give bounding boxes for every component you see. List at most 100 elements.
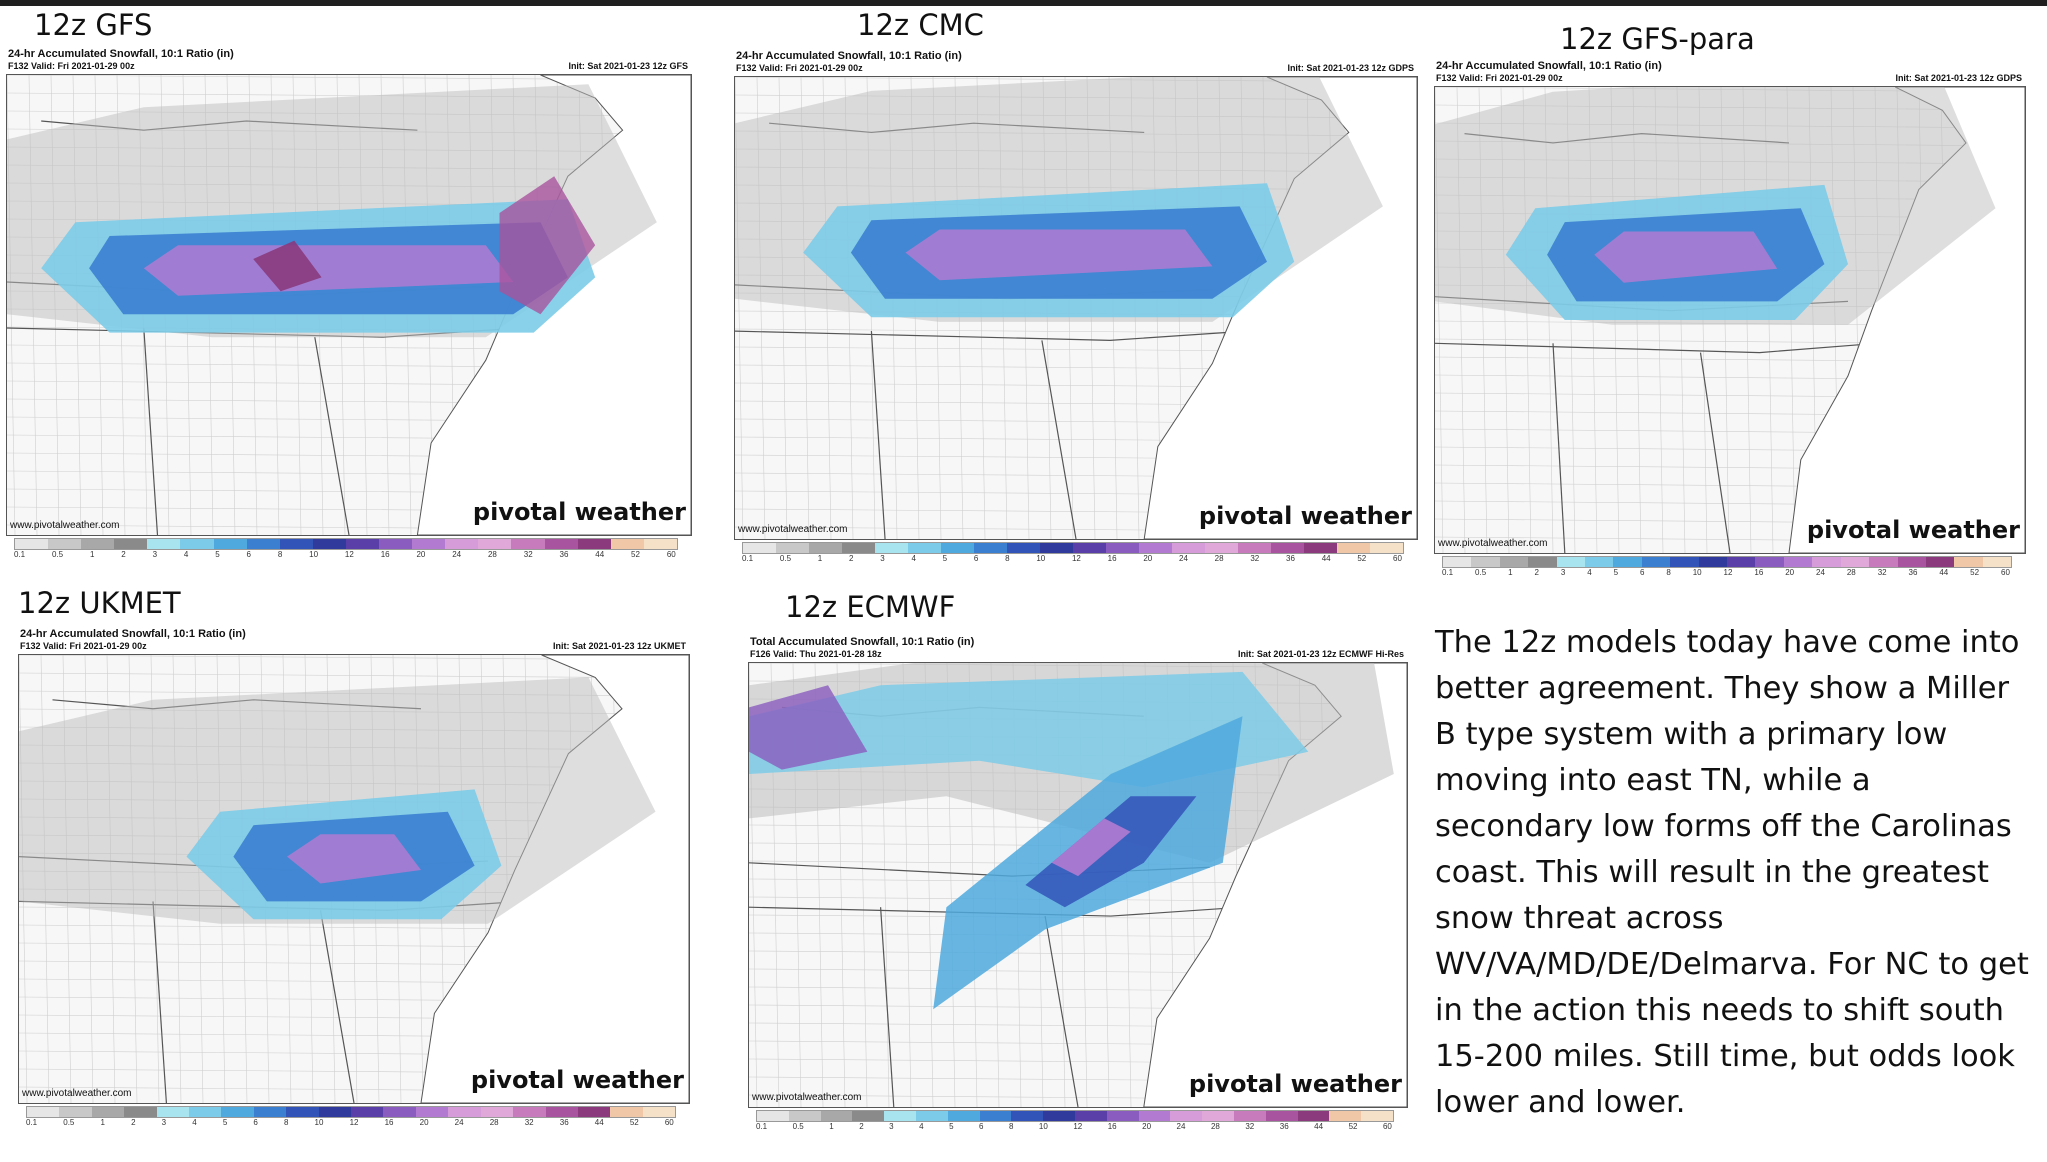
colorbar-tick-label: 5 — [942, 554, 948, 563]
pivotal-weather-logo: pivotal weather — [1198, 502, 1412, 530]
colorbar-swatch — [1585, 557, 1614, 567]
panel-title-gfs-para: 12z GFS-para — [1560, 22, 1755, 56]
panel-title-ecmwf: 12z ECMWF — [785, 590, 956, 624]
colorbar-swatch — [351, 1107, 384, 1117]
panel-title-cmc: 12z CMC — [857, 8, 984, 42]
colorbar-tick-label: 28 — [489, 1118, 499, 1127]
map-init-time: Init: Sat 2021-01-23 12z GDPS — [1287, 63, 1414, 73]
map-valid-time: F126 Valid: Thu 2021-01-28 18z — [750, 649, 882, 659]
colorbar-tick-label: 32 — [1245, 1122, 1255, 1131]
map-graphic — [19, 655, 689, 1103]
colorbar-tick-label: 0.5 — [792, 1122, 804, 1131]
colorbar-swatch — [1641, 557, 1671, 567]
colorbar-tick-label: 16 — [1754, 568, 1764, 577]
snowfall-map — [18, 654, 690, 1104]
colorbar-tick-label: 6 — [253, 1118, 258, 1127]
map-graphic — [749, 663, 1407, 1107]
colorbar-swatch — [842, 543, 875, 553]
colorbar-tick-label: 16 — [1107, 554, 1117, 563]
colorbar-swatch — [642, 1107, 676, 1117]
source-url: www.pivotalweather.com — [10, 520, 120, 531]
colorbar-tick-label: 3 — [889, 1122, 894, 1131]
colorbar-tick-label: 1 — [829, 1122, 834, 1131]
map-valid-time: F132 Valid: Fri 2021-01-29 00z — [736, 63, 863, 73]
map-init-time: Init: Sat 2021-01-23 12z ECMWF Hi-Res — [1237, 649, 1404, 659]
colorbar — [14, 538, 678, 550]
colorbar-tick-label: 2 — [1534, 568, 1539, 577]
colorbar-ticks: 0.1 0.5 1 2 3 4 5 6 8 10 12 16 20 24 28 32 36 44 52 60 — [26, 1118, 674, 1127]
colorbar-tick-label: 52 — [629, 1118, 639, 1127]
colorbar — [1442, 556, 2012, 568]
colorbar-tick-label: 20 — [1143, 554, 1153, 563]
pivotal-weather-logo: pivotal weather — [1806, 516, 2020, 544]
colorbar-swatch — [610, 539, 644, 549]
colorbar-swatch — [1727, 557, 1756, 567]
colorbar-swatch — [1106, 1111, 1139, 1121]
source-url: www.pivotalweather.com — [752, 1092, 862, 1103]
colorbar-swatch — [1233, 1111, 1266, 1121]
colorbar-swatch — [253, 1107, 287, 1117]
colorbar-tick-label: 24 — [1176, 1122, 1186, 1131]
colorbar-tick-label: 52 — [1348, 1122, 1358, 1131]
colorbar-tick-label: 3 — [880, 554, 885, 563]
colorbar-tick-label: 12 — [1723, 568, 1733, 577]
colorbar-swatch — [577, 539, 611, 549]
map-init-time: Init: Sat 2021-01-23 12z GFS — [568, 61, 688, 71]
colorbar-swatch — [1138, 1111, 1171, 1121]
map-graphic — [7, 75, 691, 535]
colorbar-tick-label: 32 — [523, 550, 533, 559]
colorbar-tick-label: 4 — [911, 554, 916, 563]
colorbar-swatch — [1106, 543, 1139, 553]
colorbar-tick-label: 2 — [131, 1118, 136, 1127]
colorbar-swatch — [1812, 557, 1841, 567]
colorbar-tick-label: 6 — [973, 554, 979, 563]
colorbar-swatch — [114, 539, 148, 549]
top-border — [0, 0, 2047, 6]
map-panel-gfs: 24-hr Accumulated Snowfall, 10:1 Ratio (… — [6, 48, 692, 570]
colorbar-swatch — [415, 1107, 449, 1117]
map-panel-cmc: 24-hr Accumulated Snowfall, 10:1 Ratio (… — [734, 50, 1418, 578]
colorbar-swatch — [852, 1111, 885, 1121]
pivotal-weather-logo: pivotal weather — [472, 498, 686, 526]
colorbar-tick-label: 2 — [859, 1122, 864, 1131]
colorbar-tick-label: 12 — [349, 1118, 359, 1127]
colorbar-tick-label: 2 — [849, 554, 854, 563]
forecast-discussion-text: The 12z models today have come into bett… — [1435, 625, 2029, 1120]
colorbar-swatch — [1528, 557, 1557, 567]
colorbar-tick-label: 6 — [246, 550, 251, 559]
colorbar-ticks: 0.1 0.5 1 2 3 4 5 6 8 10 12 16 20 24 28 32 36 44 52 60 — [1442, 568, 2010, 577]
colorbar-tick-label: 24 — [452, 550, 462, 559]
map-header-title: 24-hr Accumulated Snowfall, 10:1 Ratio (… — [20, 628, 246, 640]
colorbar-swatch — [511, 539, 545, 549]
colorbar-tick-label: 32 — [1250, 554, 1260, 563]
colorbar-tick-label: 28 — [487, 550, 497, 559]
colorbar-tick-label: 1 — [100, 1118, 105, 1127]
colorbar-tick-label: 5 — [215, 550, 220, 559]
snowfall-map — [734, 76, 1418, 540]
colorbar-tick-label: 1 — [1508, 568, 1513, 577]
colorbar-swatch — [1265, 1111, 1298, 1121]
colorbar-tick-label: 16 — [1107, 1122, 1117, 1131]
colorbar-swatch — [81, 539, 115, 549]
colorbar-tick-label: 60 — [1382, 1122, 1392, 1131]
colorbar-swatch — [1040, 543, 1073, 553]
colorbar-swatch — [1471, 557, 1500, 567]
colorbar-ticks: 0.1 0.5 1 2 3 4 5 6 8 10 12 16 20 24 28 32 36 44 52 60 — [742, 554, 1402, 563]
colorbar-tick-label: 8 — [1005, 554, 1010, 563]
snowfall-map — [1434, 86, 2026, 554]
colorbar-tick-label: 0.1 — [26, 1118, 38, 1127]
colorbar-swatch — [1202, 1111, 1234, 1121]
colorbar-tick-label: 36 — [559, 1118, 569, 1127]
colorbar-swatch — [345, 539, 380, 549]
map-init-time: Init: Sat 2021-01-23 12z UKMET — [552, 641, 686, 651]
panel-title-ukmet: 12z UKMET — [18, 586, 181, 620]
colorbar-tick-label: 8 — [1008, 1122, 1014, 1131]
colorbar-tick-label: 52 — [1357, 554, 1367, 563]
colorbar-swatch — [788, 1111, 821, 1121]
colorbar-swatch — [610, 1107, 643, 1117]
colorbar-tick-label: 8 — [283, 1118, 289, 1127]
colorbar-swatch — [1073, 543, 1106, 553]
pivotal-weather-logo: pivotal weather — [470, 1066, 684, 1094]
colorbar-tick-label: 12 — [1073, 1122, 1083, 1131]
colorbar-swatch — [1698, 557, 1728, 567]
